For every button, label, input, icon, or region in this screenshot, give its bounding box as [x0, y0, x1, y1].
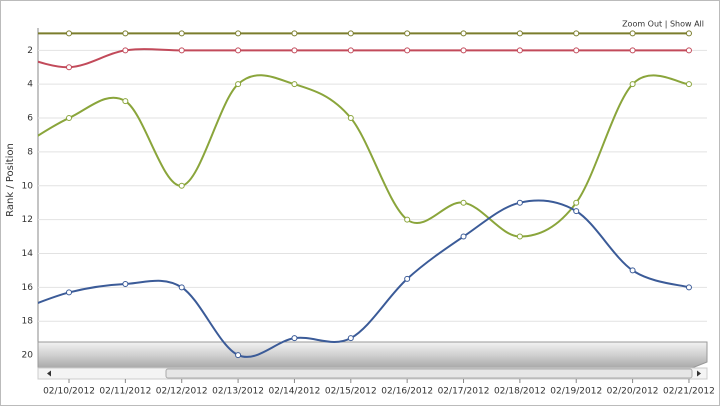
data-point [460, 199, 467, 206]
y-tick-label: 6 [27, 114, 33, 124]
data-point [291, 335, 298, 342]
y-tick-label: 4 [27, 80, 33, 90]
y-tick-label: 20 [22, 351, 34, 361]
y-axis-label: Rank / Position [5, 143, 16, 217]
data-point [404, 216, 411, 223]
data-point [347, 47, 354, 54]
x-tick-label: 02/16/2012 [381, 387, 433, 397]
data-point [460, 47, 467, 54]
data-point [235, 81, 242, 88]
scroll-thumb[interactable] [165, 368, 693, 379]
x-tick-label: 02/13/2012 [212, 387, 264, 397]
x-tick-label: 02/15/2012 [325, 387, 377, 397]
data-point [404, 47, 411, 54]
data-point [66, 30, 72, 37]
data-point [404, 30, 411, 37]
data-point [573, 47, 580, 54]
x-tick-label: 02/18/2012 [494, 387, 546, 397]
data-point [122, 30, 129, 37]
data-point [178, 182, 185, 189]
data-point [178, 30, 185, 37]
data-point [66, 115, 72, 122]
data-point [629, 47, 636, 54]
data-point [460, 233, 467, 240]
y-tick-label: 16 [22, 283, 34, 293]
toolbar[interactable]: Zoom Out | Show All [622, 20, 704, 29]
data-point [347, 115, 354, 122]
data-point [66, 289, 72, 296]
data-point [516, 30, 523, 37]
x-tick-label: 02/11/2012 [99, 387, 151, 397]
data-point [291, 30, 298, 37]
data-point [629, 267, 636, 274]
x-tick-label: 02/21/2012 [663, 387, 715, 397]
data-point [347, 335, 354, 342]
data-point [516, 199, 523, 206]
data-point [122, 280, 129, 287]
data-point [404, 275, 411, 282]
y-tick-label: 18 [22, 317, 34, 327]
data-point [460, 30, 467, 37]
y-tick-label: 8 [27, 147, 33, 157]
data-point [235, 47, 242, 54]
x-tick-label: 02/12/2012 [156, 387, 208, 397]
data-point [685, 81, 692, 88]
data-point [178, 47, 185, 54]
x-tick-label: 02/14/2012 [269, 387, 321, 397]
data-point [291, 81, 298, 88]
y-tick-label: 2 [27, 46, 33, 56]
data-point [685, 47, 692, 54]
data-point [122, 47, 129, 54]
data-point [629, 81, 636, 88]
data-point [685, 284, 692, 291]
data-point [347, 30, 354, 37]
data-point [291, 47, 298, 54]
data-point [516, 47, 523, 54]
data-point [235, 352, 242, 359]
x-tick-label: 02/10/2012 [43, 387, 95, 397]
data-point [573, 208, 580, 215]
x-tick-label: 02/19/2012 [550, 387, 602, 397]
data-point [178, 284, 185, 291]
range-bar [37, 341, 708, 369]
data-point [122, 98, 129, 105]
scroll-right[interactable] [697, 370, 701, 377]
data-point [629, 30, 636, 37]
y-tick-label: 12 [22, 215, 33, 225]
data-point [573, 199, 580, 206]
data-point [516, 233, 523, 240]
x-tick-label: 02/17/2012 [438, 387, 490, 397]
data-point [573, 30, 580, 37]
data-point [235, 30, 242, 37]
data-point [66, 64, 72, 71]
y-tick-label: 14 [22, 249, 34, 259]
y-tick-label: 10 [22, 181, 34, 191]
scroll-left[interactable] [47, 370, 51, 377]
x-tick-label: 02/20/2012 [607, 387, 659, 397]
data-point [685, 30, 692, 37]
